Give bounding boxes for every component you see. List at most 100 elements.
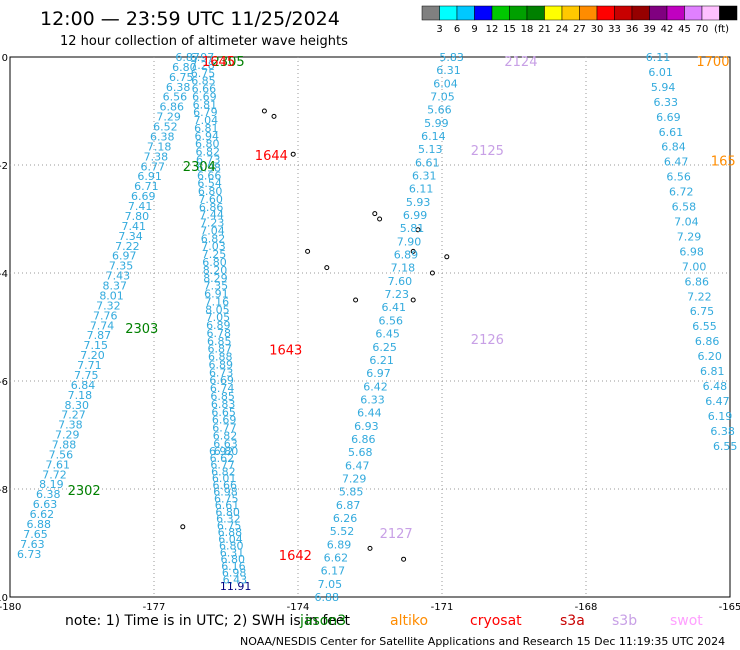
wave-height-value: 7.35 [204, 280, 229, 293]
x-tick-label: -177 [143, 602, 166, 613]
wave-height-value: 6.66 [213, 479, 238, 492]
island-outline [324, 265, 330, 271]
plot-frame [9, 56, 731, 598]
wave-height-value: 7.22 [687, 290, 712, 303]
wave-height-value: 6.80 [195, 138, 220, 151]
wave-height-value: 6.26 [333, 512, 358, 525]
wave-height-value: 6.86 [199, 201, 224, 214]
wave-height-value: 6.86 [351, 433, 376, 446]
wave-height-value: 7.60 [198, 193, 223, 206]
colorbar-swatch [649, 5, 668, 21]
satellite-legend-item: altiko [390, 613, 428, 629]
wave-height-value: 7.05 [206, 311, 231, 324]
wave-height-value: 6.98 [679, 245, 704, 258]
wave-height-value: 6.80 [215, 506, 240, 519]
wave-height-value: 6.85 [191, 75, 216, 88]
pass-time-label: 2303 [125, 322, 158, 337]
y-tick-label: -10 [0, 593, 8, 604]
wave-height-value: 8.37 [102, 280, 127, 293]
wave-height-value: 7.38 [58, 419, 83, 432]
wave-height-value: 6.33 [360, 393, 385, 406]
wave-height-value: 6.63 [213, 437, 238, 450]
wave-height-value: 6.75 [217, 519, 242, 532]
y-tick-label: -2 [0, 161, 8, 172]
wave-height-value: 7.75 [74, 369, 99, 382]
pass-time-label: 2305 [212, 55, 245, 70]
wave-height-value: 6.04 [433, 77, 458, 90]
island-outline [429, 270, 435, 276]
colorbar-tick-label: 42 [661, 24, 674, 35]
wave-height-value: 6.04 [218, 533, 243, 546]
wave-height-value: 6.66 [197, 169, 222, 182]
y-tick-label: -4 [0, 269, 8, 280]
pass-time-label: 1644 [255, 149, 288, 164]
wave-height-value: 6.31 [436, 64, 461, 77]
colorbar-swatch [614, 5, 633, 21]
wave-height-value: 6.45 [375, 328, 400, 341]
wave-height-value: 6.77 [141, 160, 166, 173]
wave-height-value: 6.56 [378, 314, 403, 327]
pass-time-label: 2302 [68, 484, 101, 499]
colorbar-tick-label: 70 [696, 24, 709, 35]
colorbar-tick-label: 30 [591, 24, 604, 35]
y-tick-label: 0 [2, 53, 8, 64]
wave-height-value: 7.18 [147, 140, 172, 153]
wave-height-value: 6.69 [656, 111, 681, 124]
wave-height-value: 6.88 [208, 351, 233, 364]
wave-height-value: 7.16 [205, 295, 230, 308]
island-outline [271, 113, 277, 119]
wave-height-value: 6.81 [194, 122, 219, 135]
wave-height-value: 6.82 [201, 232, 226, 245]
wave-height-value: 6.71 [134, 180, 159, 193]
wave-height-value: 6.87 [336, 499, 361, 512]
wave-height-value: 7.04 [674, 215, 699, 228]
wave-height-value: 7.35 [109, 260, 134, 273]
colorbar-swatch [701, 5, 720, 21]
wave-height-value: 6.80 [202, 256, 227, 269]
colorbar-tick-label: 18 [521, 24, 534, 35]
wave-height-value: 6.84 [661, 141, 686, 154]
wave-height-value: 6.20 [697, 350, 722, 363]
wave-height-value: 6.82 [213, 429, 238, 442]
wave-height-value: 11.91 [220, 580, 252, 593]
colorbar-swatch [491, 5, 510, 21]
colorbar: 3 6 9 12 15 18 21 24 27 30 33 36 39 42 45 70 (ft) [421, 5, 738, 35]
wave-height-value: 6.81 [700, 365, 725, 378]
wave-height-value: 6.25 [372, 341, 397, 354]
wave-height-value: 7.32 [96, 299, 121, 312]
wave-height-value: 6.41 [382, 301, 407, 314]
wave-height-value: 7.29 [55, 429, 80, 442]
wave-height-value: 6.61 [415, 156, 440, 169]
pass-time-label: 2125 [471, 144, 504, 159]
colorbar-tick-label: 45 [678, 24, 691, 35]
colorbar-swatch [526, 5, 545, 21]
wave-height-value: 6.47 [705, 395, 730, 408]
wave-height-value: 6.38 [36, 488, 61, 501]
island-outline [305, 248, 311, 254]
wave-height-value: 6.43 [223, 573, 248, 586]
wave-height-value: 6.88 [315, 591, 340, 604]
colorbar-tick-label: 21 [538, 24, 551, 35]
colorbar-tick-label: 6 [454, 24, 460, 35]
wave-height-value: 7.65 [23, 528, 48, 541]
wave-height-value: 6.82 [196, 146, 221, 159]
wave-height-value: 7.04 [200, 224, 225, 237]
pass-time-label: 1700 [696, 55, 729, 70]
wave-height-value: 7.41 [121, 220, 146, 233]
wave-height-value: 6.62 [210, 452, 235, 465]
wave-height-value: 6.88 [218, 526, 243, 539]
x-tick-label: -180 [0, 602, 21, 613]
plot-area: -180 -177 -174 -171 -168 -165 0 -2 -4 -6 -8 -10 6.87… [0, 51, 740, 613]
wave-height-value: 7.23 [200, 217, 225, 230]
y-tick-label: -8 [0, 485, 8, 496]
wave-height-value: 6.97 [190, 51, 215, 64]
wave-height-value: 8.29 [203, 272, 228, 285]
wave-height-value: 7.61 [45, 458, 70, 471]
wave-height-value: 6.73 [17, 548, 42, 561]
colorbar-tick-label: 9 [471, 24, 477, 35]
colorbar-tick-label: 3 [436, 24, 442, 35]
wave-height-value: 7.18 [68, 389, 93, 402]
wave-height-value: 6.86 [685, 275, 710, 288]
satellite-legend-item: s3b [612, 613, 637, 629]
wave-height-value: 5.13 [418, 143, 443, 156]
